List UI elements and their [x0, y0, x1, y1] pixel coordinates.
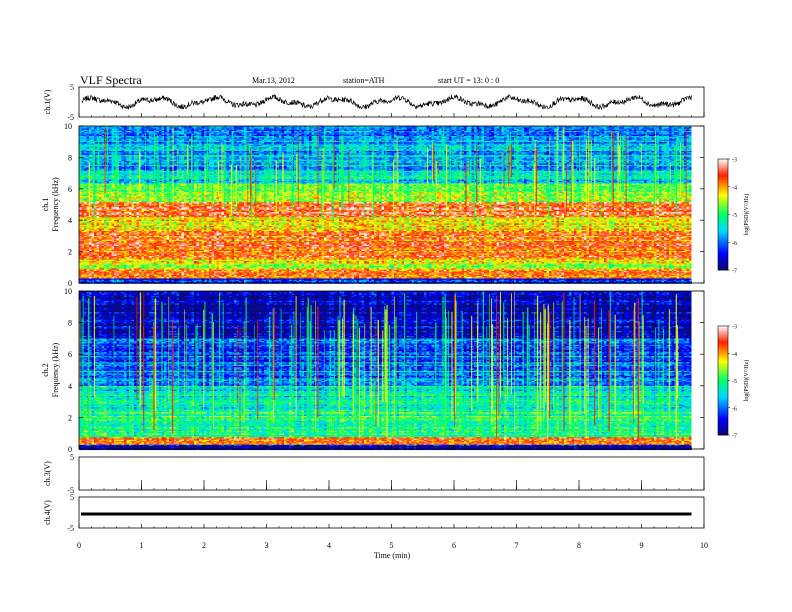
x-tick-label: 4	[327, 541, 331, 550]
ch2-spectrogram-ytick-label: 2	[68, 413, 72, 422]
ch4-waveform-ytick-bottom: -5	[67, 524, 74, 533]
ch1-spectrogram-ytick-label: 8	[68, 153, 72, 162]
ch4-waveform-frame	[79, 497, 704, 528]
x-tick-label: 2	[202, 541, 206, 550]
ch1-spectrogram-colorbar-label: log(PSD)(V²/Hz)	[743, 194, 750, 235]
ch4-waveform-ytick-top: 5	[70, 493, 74, 502]
x-tick-label: 0	[77, 541, 81, 550]
ch3-waveform-ylabel: ch.3(V)	[43, 461, 52, 486]
x-tick-label: 5	[390, 541, 394, 550]
ch2-spectrogram-colorbar-tick-label: -3	[732, 325, 737, 331]
ch1-waveform-ylabel: ch.1(V)	[43, 89, 52, 114]
ch1-spectrogram-colorbar-tick-label: -6	[732, 241, 737, 247]
ch2-spectrogram-colorbar-label: log(PSD)(V²/Hz)	[743, 360, 750, 401]
x-axis-label: Time (min)	[374, 551, 411, 560]
ch1-waveform-trace	[82, 95, 692, 110]
ch2-spectrogram-colorbar-tick-label: -5	[732, 379, 737, 385]
x-tick-label: 6	[452, 541, 456, 550]
x-tick-label: 9	[640, 541, 644, 550]
ch2-spectrogram-colorbar-tick-label: -4	[732, 352, 737, 358]
ch2-spectrogram-ylabel: Frequency (kHz)	[51, 342, 60, 397]
ch1-spectrogram-colorbar-tick-label: -5	[732, 213, 737, 219]
ch1-spectrogram-channel-label: ch.1	[41, 198, 50, 212]
ch2-spectrogram-colorbar-tick-label: -6	[732, 406, 737, 412]
ch2-spectrogram-ytick-label: 10	[64, 287, 72, 296]
ch4-waveform-ylabel: ch.4(V)	[43, 500, 52, 525]
ch1-spectrogram-colorbar-tick-label: -7	[732, 269, 737, 275]
ch2-spectrogram-ytick-label: 8	[68, 319, 72, 328]
ch1-spectrogram-colorbar-tick-label: -4	[732, 185, 737, 191]
ch2-spectrogram-ytick-label: 4	[68, 382, 72, 391]
x-tick-label: 3	[265, 541, 269, 550]
ch1-waveform-ytick-bottom: -5	[67, 113, 74, 122]
ch2-spectrogram-channel-label: ch.2	[41, 363, 50, 377]
ch1-waveform-ytick-top: 5	[70, 83, 74, 92]
ch1-spectrogram-colorbar-tick-label: -3	[732, 158, 737, 164]
ch2-spectrogram-colorbar	[718, 326, 728, 435]
x-tick-label: 8	[577, 541, 581, 550]
ch1-spectrogram-nodata	[692, 126, 705, 283]
ch1-spectrogram-ylabel: Frequency (kHz)	[51, 177, 60, 232]
ch1-spectrogram-colorbar	[718, 159, 728, 270]
ch2-spectrogram-colorbar-tick-label: -7	[732, 434, 737, 440]
x-tick-label: 1	[140, 541, 144, 550]
x-tick-label: 10	[700, 541, 708, 550]
ch2-spectrogram-nodata	[692, 291, 705, 449]
ch1-spectrogram-ytick-label: 4	[68, 216, 72, 225]
ch1-spectrogram-ytick-label: 6	[68, 185, 72, 194]
ch1-spectrogram-ytick-label: 2	[68, 248, 72, 257]
ch3-waveform-ytick-top: 5	[70, 453, 74, 462]
x-tick-label: 7	[515, 541, 519, 550]
ch1-spectrogram-ytick-label: 10	[64, 122, 72, 131]
ch2-spectrogram-ytick-label: 6	[68, 350, 72, 359]
